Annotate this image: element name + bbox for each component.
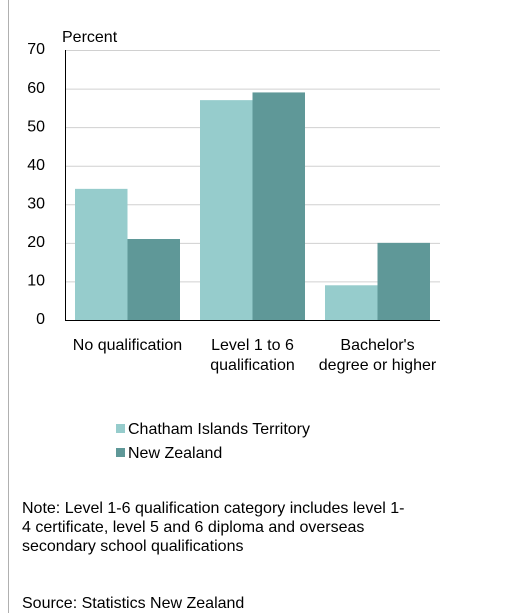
source: Source: Statistics New Zealand <box>22 595 245 612</box>
y-tick-label: 50 <box>27 118 45 135</box>
legend-swatch <box>116 448 125 457</box>
y-tick-label: 0 <box>36 311 45 328</box>
note: Note: Level 1-6 qualification category i… <box>22 500 405 555</box>
x-tick-label: Bachelor's degree or higher <box>318 337 437 374</box>
legend-swatch <box>116 424 125 433</box>
legend-label: New Zealand <box>128 445 223 462</box>
x-tick-label: No qualification <box>72 337 183 354</box>
bar <box>252 92 305 320</box>
bar <box>377 242 430 320</box>
legend-entry: Chatham Islands Territory <box>116 420 310 440</box>
legend-entry: New Zealand <box>116 444 222 464</box>
bar <box>325 285 378 320</box>
y-tick-label: 20 <box>27 234 45 251</box>
y-tick-label: 60 <box>27 80 45 97</box>
y-tick-label: 30 <box>27 196 45 213</box>
y-axis-label: Percent <box>62 29 118 46</box>
bar <box>75 188 128 320</box>
y-tick-label: 10 <box>27 273 45 290</box>
bar <box>200 100 253 321</box>
x-tick-label: Level 1 to 6 qualification <box>210 337 295 374</box>
legend-label: Chatham Islands Territory <box>128 421 310 438</box>
y-tick-label: 70 <box>27 41 45 58</box>
bar <box>127 239 180 320</box>
y-tick-label: 40 <box>27 157 45 174</box>
